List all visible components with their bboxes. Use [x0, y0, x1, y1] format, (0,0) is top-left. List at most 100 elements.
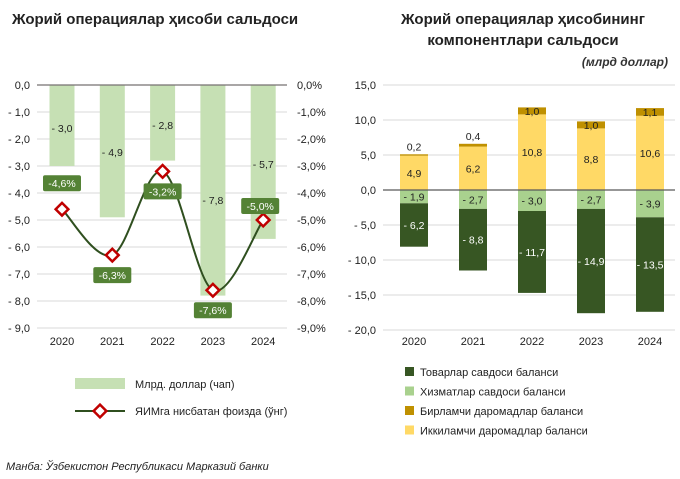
- primary-label: 1,1: [643, 107, 658, 119]
- line-data-label: -6,3%: [99, 270, 126, 282]
- services-label: - 3,0: [521, 196, 542, 208]
- x-tick-label: 2022: [150, 336, 174, 348]
- y-tick-label: - 5,0: [354, 220, 376, 232]
- x-tick-label: 2024: [638, 336, 662, 348]
- line-label-box: [43, 175, 81, 192]
- y-right-tick-label: -2,0%: [297, 134, 326, 146]
- stack-segment-primary-2022: [518, 107, 546, 115]
- line-label-box: [93, 267, 132, 284]
- bar-2022: [150, 85, 176, 161]
- y-right-tick-label: -4,0%: [297, 188, 326, 200]
- bar-2020: [49, 85, 75, 166]
- primary-label: 0,4: [466, 131, 481, 143]
- stack-segment-services-2020: [400, 190, 428, 204]
- y-right-tick-label: -1,0%: [297, 107, 326, 119]
- services-label: - 1,9: [403, 192, 424, 204]
- secondary-label: 4,9: [407, 168, 422, 180]
- primary-label: 1,0: [584, 120, 599, 132]
- secondary-label: 10,6: [640, 148, 661, 160]
- services-label: - 3,9: [639, 199, 660, 211]
- y-tick-label: 15,0: [355, 80, 376, 92]
- stack-segment-goods-2021: [459, 208, 487, 271]
- goods-label: - 13,5: [637, 260, 664, 272]
- y-right-tick-label: -5,0%: [297, 215, 326, 227]
- y-left-tick-label: - 8,0: [8, 296, 30, 308]
- bar-data-label: - 7,8: [202, 195, 223, 207]
- y-right-tick-label: -7,0%: [297, 269, 326, 281]
- goods-label: - 14,9: [578, 256, 605, 268]
- bar-data-label: - 5,7: [253, 159, 274, 171]
- x-tick-label: 2020: [402, 336, 426, 348]
- stack-segment-primary-2021: [459, 143, 487, 147]
- y-left-tick-label: 0,0: [15, 80, 30, 92]
- goods-label: - 8,8: [462, 235, 483, 247]
- stack-segment-goods-2024: [636, 217, 664, 312]
- y-right-tick-label: -9,0%: [297, 323, 326, 335]
- bar-data-label: - 2,8: [152, 120, 173, 132]
- stack-segment-secondary-2022: [518, 114, 546, 190]
- legend-swatch-bars: [75, 378, 125, 389]
- line-marker: [255, 211, 272, 229]
- line-data-label: -4,6%: [48, 178, 75, 190]
- line-marker: [154, 163, 171, 180]
- right-chart-title-line1: Жорий операциялар ҳисобининг: [400, 11, 645, 28]
- line-data-label: -7,6%: [199, 305, 226, 317]
- y-tick-label: - 10,0: [348, 255, 376, 267]
- stack-segment-services-2022: [518, 190, 546, 211]
- stack-segment-primary-2020: [400, 154, 428, 156]
- left-chart-title: Жорий операциялар ҳисоби сальдоси: [11, 11, 298, 28]
- bar-data-label: - 4,9: [102, 147, 123, 159]
- stack-segment-secondary-2021: [459, 146, 487, 190]
- secondary-label: 10,8: [522, 147, 543, 159]
- legend-marker: [91, 402, 109, 420]
- stack-segment-services-2023: [577, 190, 605, 209]
- y-left-tick-label: - 7,0: [8, 269, 30, 281]
- x-tick-label: 2023: [579, 336, 603, 348]
- goods-label: - 11,7: [519, 247, 545, 259]
- x-tick-label: 2021: [461, 336, 485, 348]
- y-right-tick-label: 0,0%: [297, 80, 322, 92]
- line-marker: [53, 201, 71, 218]
- line-label-box: [193, 302, 232, 319]
- y-right-tick-label: -8,0%: [297, 296, 326, 308]
- stack-segment-secondary-2023: [577, 128, 605, 190]
- y-left-tick-label: - 6,0: [8, 242, 30, 254]
- y-right-tick-label: -6,0%: [297, 242, 326, 254]
- stack-segment-secondary-2024: [636, 115, 664, 190]
- goods-label: - 6,2: [403, 220, 424, 232]
- bar-data-label: - 3,0: [51, 123, 72, 135]
- stack-segment-primary-2023: [577, 121, 605, 129]
- line-marker: [104, 246, 121, 264]
- secondary-label: 6,2: [466, 163, 481, 175]
- y-tick-label: - 15,0: [348, 290, 376, 302]
- source-note: Манба: Ўзбекистон Республикаси Марказий …: [6, 460, 269, 473]
- x-tick-label: 2020: [50, 336, 74, 348]
- y-left-tick-label: - 4,0: [8, 188, 30, 200]
- y-right-tick-label: -3,0%: [297, 161, 326, 173]
- legend-swatch: [405, 406, 414, 415]
- x-tick-label: 2024: [251, 336, 275, 348]
- y-left-tick-label: - 2,0: [8, 134, 30, 146]
- line-data-label: -3,2%: [149, 186, 176, 198]
- stack-segment-services-2021: [459, 190, 487, 209]
- legend-swatch: [405, 367, 414, 376]
- y-tick-label: 5,0: [361, 150, 376, 162]
- x-tick-label: 2023: [201, 336, 225, 348]
- legend-label: Бирламчи даромадлар баланси: [420, 406, 583, 418]
- y-left-tick-label: - 9,0: [8, 323, 30, 335]
- x-tick-label: 2022: [520, 336, 544, 348]
- bar-2021: [99, 85, 125, 218]
- legend-label: Иккиламчи даромадлар баланси: [420, 426, 588, 438]
- y-tick-label: 10,0: [355, 115, 376, 127]
- legend-swatch: [405, 425, 414, 435]
- legend-label-bars: Млрд. доллар (чап): [135, 379, 235, 391]
- primary-label: 1,0: [525, 106, 540, 118]
- y-tick-label: - 20,0: [348, 325, 376, 337]
- line-label-box: [143, 183, 182, 200]
- right-chart-unit: (млрд доллар): [582, 55, 668, 69]
- services-label: - 2,7: [580, 194, 601, 206]
- legend-label: Хизматлар савдоси баланси: [420, 387, 565, 399]
- line-label-box: [241, 198, 280, 214]
- services-label: - 2,7: [462, 194, 483, 206]
